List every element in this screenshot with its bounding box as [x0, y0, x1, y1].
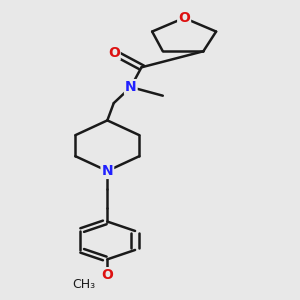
Text: O: O [101, 268, 113, 282]
Text: N: N [125, 80, 136, 94]
Text: O: O [178, 11, 190, 25]
Text: N: N [101, 164, 113, 178]
Text: CH₃: CH₃ [72, 278, 95, 290]
Text: O: O [108, 46, 120, 59]
